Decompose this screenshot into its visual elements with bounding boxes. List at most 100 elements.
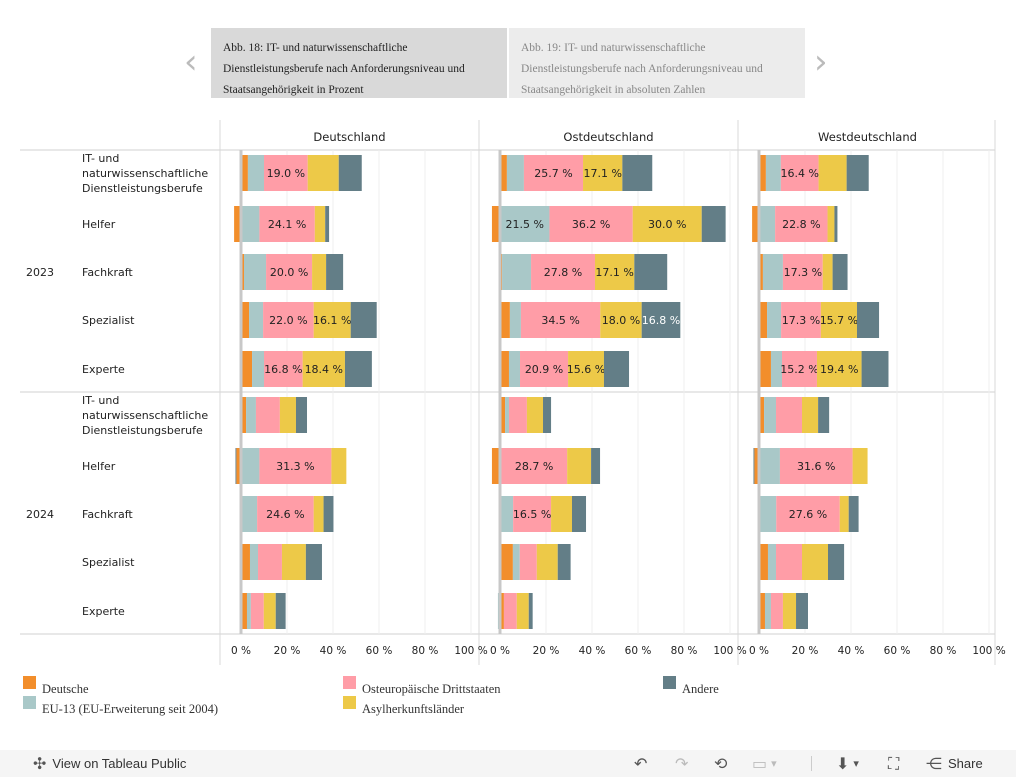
x-tick-label: 100 % [454, 645, 487, 657]
legend-item-asyl[interactable]: Asylherkunftsländer [343, 696, 464, 716]
bar-segment [765, 155, 781, 191]
bar-segment [802, 397, 819, 433]
bar-data-label: 36.2 % [572, 218, 610, 231]
bar-segment [775, 206, 828, 242]
bar-data-label: 31.6 % [797, 460, 835, 473]
bar-segment [782, 593, 797, 629]
bar-segment [314, 206, 326, 242]
bar-segment [250, 593, 264, 629]
bar-data-label: 15.7 % [820, 314, 858, 327]
bar-segment [326, 254, 344, 290]
bar-segment [600, 302, 642, 338]
bar-segment [781, 302, 821, 338]
carousel-next-button[interactable]: › [814, 42, 828, 82]
bar-data-label: 31.3 % [276, 460, 314, 473]
bar-segment [241, 397, 247, 433]
x-tick-label: 40 % [320, 645, 347, 657]
bar-data-label: 18.4 % [305, 363, 343, 376]
bar-segment [770, 593, 783, 629]
bar-segment [491, 448, 500, 484]
x-tick-label: 40 % [838, 645, 865, 657]
bar-data-label: 20.0 % [270, 266, 308, 279]
bar-segment [852, 448, 868, 484]
download-icon[interactable]: ⬇ [836, 754, 850, 773]
bar-segment [782, 254, 823, 290]
bar-segment [759, 544, 768, 580]
bar-segment [818, 397, 830, 433]
bar-segment [249, 544, 259, 580]
bar-segment [508, 351, 521, 387]
legend-item-andere[interactable]: Andere [663, 676, 719, 697]
bar-segment [241, 351, 253, 387]
bar-segment [780, 155, 819, 191]
share-icon: ⋲ [926, 754, 942, 773]
legend-item-deutsche[interactable]: Deutsche [23, 676, 89, 697]
bar-segment [249, 302, 264, 338]
x-tick-label: 100 % [972, 645, 1005, 657]
legend-label: Andere [682, 682, 719, 696]
bar-segment [307, 155, 339, 191]
bar-segment [241, 544, 250, 580]
bar-segment [759, 155, 766, 191]
share-button[interactable]: ⋲ Share [926, 754, 983, 773]
x-tick-label: 20 % [792, 645, 819, 657]
bar-segment [350, 302, 377, 338]
bar-segment [603, 351, 630, 387]
pause-updates-icon[interactable]: ▭ [752, 754, 768, 773]
bar-segment [235, 448, 237, 484]
bar-segment [759, 397, 765, 433]
category-label: Helfer [82, 460, 116, 473]
bar-segment [802, 544, 828, 580]
view-on-tableau-link[interactable]: ✣ View on Tableau Public [33, 754, 186, 773]
bar-segment [263, 302, 314, 338]
bar-segment [247, 155, 264, 191]
bar-segment [557, 544, 571, 580]
carousel-prev-button[interactable]: ‹ [184, 42, 198, 82]
bar-segment [764, 397, 777, 433]
chevron-down-icon[interactable]: ▾ [853, 757, 859, 770]
bar-segment [257, 496, 314, 532]
bar-segment [759, 302, 768, 338]
bar-segment [754, 448, 759, 484]
bar-segment [701, 206, 726, 242]
bar-segment [243, 254, 267, 290]
revert-icon[interactable]: ⟲ [714, 754, 728, 773]
bar-segment [846, 155, 869, 191]
bar-segment [818, 155, 847, 191]
bar-segment [762, 254, 783, 290]
bar-data-label: 16.4 % [780, 167, 818, 180]
legend-label: Asylherkunftsländer [362, 702, 465, 716]
redo-icon[interactable]: ↷ [675, 754, 689, 773]
bar-segment [338, 155, 362, 191]
bar-segment [323, 496, 334, 532]
figure-card-19[interactable]: Abb. 19: IT- und naturwissenschaftliche … [509, 28, 805, 98]
bar-segment [759, 206, 776, 242]
bar-segment [760, 496, 777, 532]
bar-segment [500, 302, 510, 338]
panel-header: Ostdeutschland [563, 130, 653, 144]
fullscreen-icon[interactable]: ⛶ [888, 754, 900, 773]
category-label: IT- und naturwissenschaftliche Dienstleist… [82, 152, 208, 195]
x-tick-label: 20 % [533, 645, 560, 657]
bar-segment [770, 351, 782, 387]
category-label: Experte [82, 363, 125, 376]
bar-data-label: 25.7 % [534, 167, 572, 180]
bar-segment [526, 397, 544, 433]
bar-segment [275, 593, 286, 629]
chevron-down-icon[interactable]: ▾ [771, 757, 777, 770]
x-tick-label: 60 % [884, 645, 911, 657]
legend-item-osteuropa[interactable]: Osteuropäische Drittstaaten [343, 676, 501, 697]
tableau-logo-icon: ✣ [33, 754, 47, 773]
figure-card-18[interactable]: Abb. 18: IT- und naturwissenschaftliche … [211, 28, 507, 98]
bar-segment [241, 593, 247, 629]
bar-data-label: 16.8 % [642, 314, 680, 327]
undo-icon[interactable]: ↶ [634, 754, 648, 773]
legend-label: EU-13 (EU-Erweiterung seit 2004) [42, 702, 218, 716]
bar-segment [776, 496, 840, 532]
bar-segment [551, 496, 572, 532]
legend-swatch [23, 676, 36, 689]
figure-card-title: Abb. 18: IT- und naturwissenschaftliche … [223, 42, 465, 96]
legend-item-eu13[interactable]: EU-13 (EU-Erweiterung seit 2004) [23, 696, 218, 716]
bar-segment [759, 448, 780, 484]
bar-segment [281, 544, 306, 580]
